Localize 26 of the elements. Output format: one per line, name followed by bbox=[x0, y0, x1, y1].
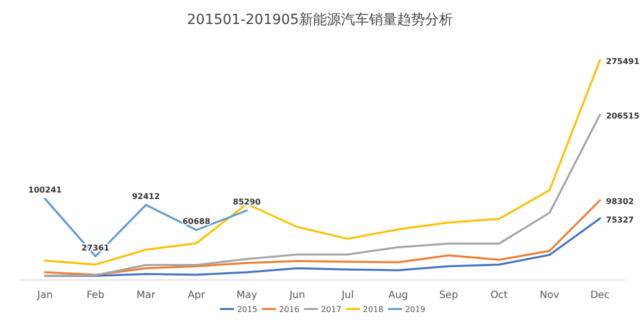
x-tick-label: Sep bbox=[439, 290, 458, 301]
x-tick-label: Oct bbox=[490, 290, 508, 301]
legend-label: 2018 bbox=[363, 305, 384, 314]
x-tick-label: Jun bbox=[288, 290, 306, 301]
data-label: 92412 bbox=[132, 192, 160, 201]
x-tick-label: Dec bbox=[590, 290, 610, 301]
data-label: 98302 bbox=[606, 197, 634, 206]
x-tick-label: Jul bbox=[340, 290, 354, 301]
data-label: 275491 bbox=[606, 57, 640, 66]
x-tick-label: Apr bbox=[188, 290, 206, 301]
data-label: 85290 bbox=[232, 198, 262, 207]
x-tick-label: May bbox=[236, 290, 258, 301]
legend-label: 2016 bbox=[279, 305, 300, 314]
legend-label: 2019 bbox=[405, 305, 426, 314]
x-tick-label: Mar bbox=[136, 290, 156, 301]
legend-label: 2015 bbox=[237, 305, 258, 314]
x-tick-label: Nov bbox=[540, 290, 560, 301]
x-tick-label: Feb bbox=[86, 290, 104, 301]
chart-title: 201501-201905新能源汽车销量趋势分析 bbox=[187, 12, 453, 28]
x-tick-label: Aug bbox=[388, 290, 408, 301]
data-label: 75327 bbox=[606, 215, 634, 224]
x-tick-label: Jan bbox=[36, 290, 53, 301]
data-label: 100241 bbox=[28, 186, 62, 195]
legend-label: 2017 bbox=[321, 305, 342, 314]
data-label: 206515 bbox=[606, 112, 640, 121]
data-label: 60688 bbox=[182, 216, 211, 226]
